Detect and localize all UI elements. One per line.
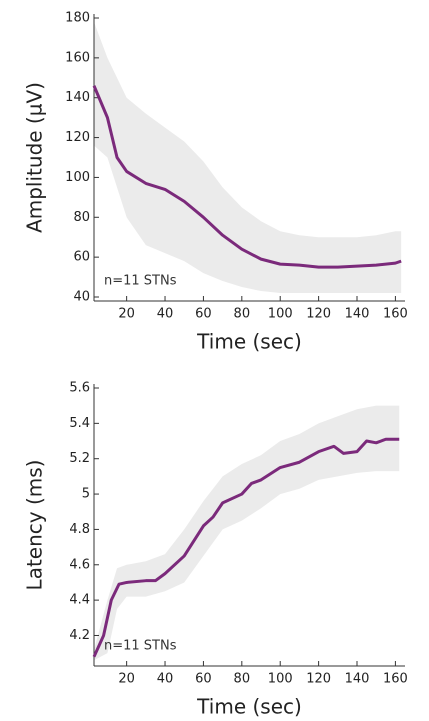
y-tick-label: 60 <box>73 250 90 265</box>
y-tick-label: 4.6 <box>69 557 90 572</box>
x-tick-label: 60 <box>195 672 212 687</box>
y-axis-title: Amplitude (µV) <box>23 82 47 233</box>
y-axis-title: Latency (ms) <box>23 460 47 591</box>
y-tick-label: 4.8 <box>69 522 90 537</box>
y-tick-label: 5.4 <box>69 416 90 431</box>
x-tick-label: 40 <box>157 672 174 687</box>
y-tick-label: 5.2 <box>69 451 90 466</box>
y-tick-label: 160 <box>65 50 90 65</box>
data-line <box>92 85 402 269</box>
annotation: n=11 STNs <box>104 639 177 654</box>
y-tick-label: 4.2 <box>69 628 90 643</box>
data-line <box>92 437 400 658</box>
x-tick-label: 140 <box>345 672 370 687</box>
x-tick-label: 120 <box>306 307 331 322</box>
error-band <box>94 405 400 661</box>
x-tick-label: 140 <box>345 307 370 322</box>
x-axis-title: Time (sec) <box>196 330 302 354</box>
x-tick-label: 60 <box>195 307 212 322</box>
x-tick-label: 100 <box>268 672 293 687</box>
y-tick-label: 80 <box>73 210 90 225</box>
error-band <box>94 21 402 294</box>
y-tick-label: 5.6 <box>69 381 90 396</box>
y-tick-label: 120 <box>65 130 90 145</box>
y-tick-label: 180 <box>65 11 90 26</box>
y-tick-label: 4.4 <box>69 593 90 608</box>
x-tick-label: 20 <box>118 672 135 687</box>
x-tick-label: 80 <box>234 672 251 687</box>
x-axis-title: Time (sec) <box>196 695 302 719</box>
x-tick-label: 20 <box>118 307 135 322</box>
y-tick-label: 100 <box>65 170 90 185</box>
x-tick-label: 40 <box>157 307 174 322</box>
x-tick-label: 160 <box>383 307 408 322</box>
y-tick-label: 40 <box>73 290 90 305</box>
x-tick-label: 80 <box>234 307 251 322</box>
y-tick-label: 140 <box>65 90 90 105</box>
x-tick-label: 100 <box>268 307 293 322</box>
annotation: n=11 STNs <box>104 274 177 289</box>
x-tick-label: 120 <box>306 672 331 687</box>
x-tick-label: 160 <box>383 672 408 687</box>
y-tick-label: 5 <box>82 487 90 502</box>
